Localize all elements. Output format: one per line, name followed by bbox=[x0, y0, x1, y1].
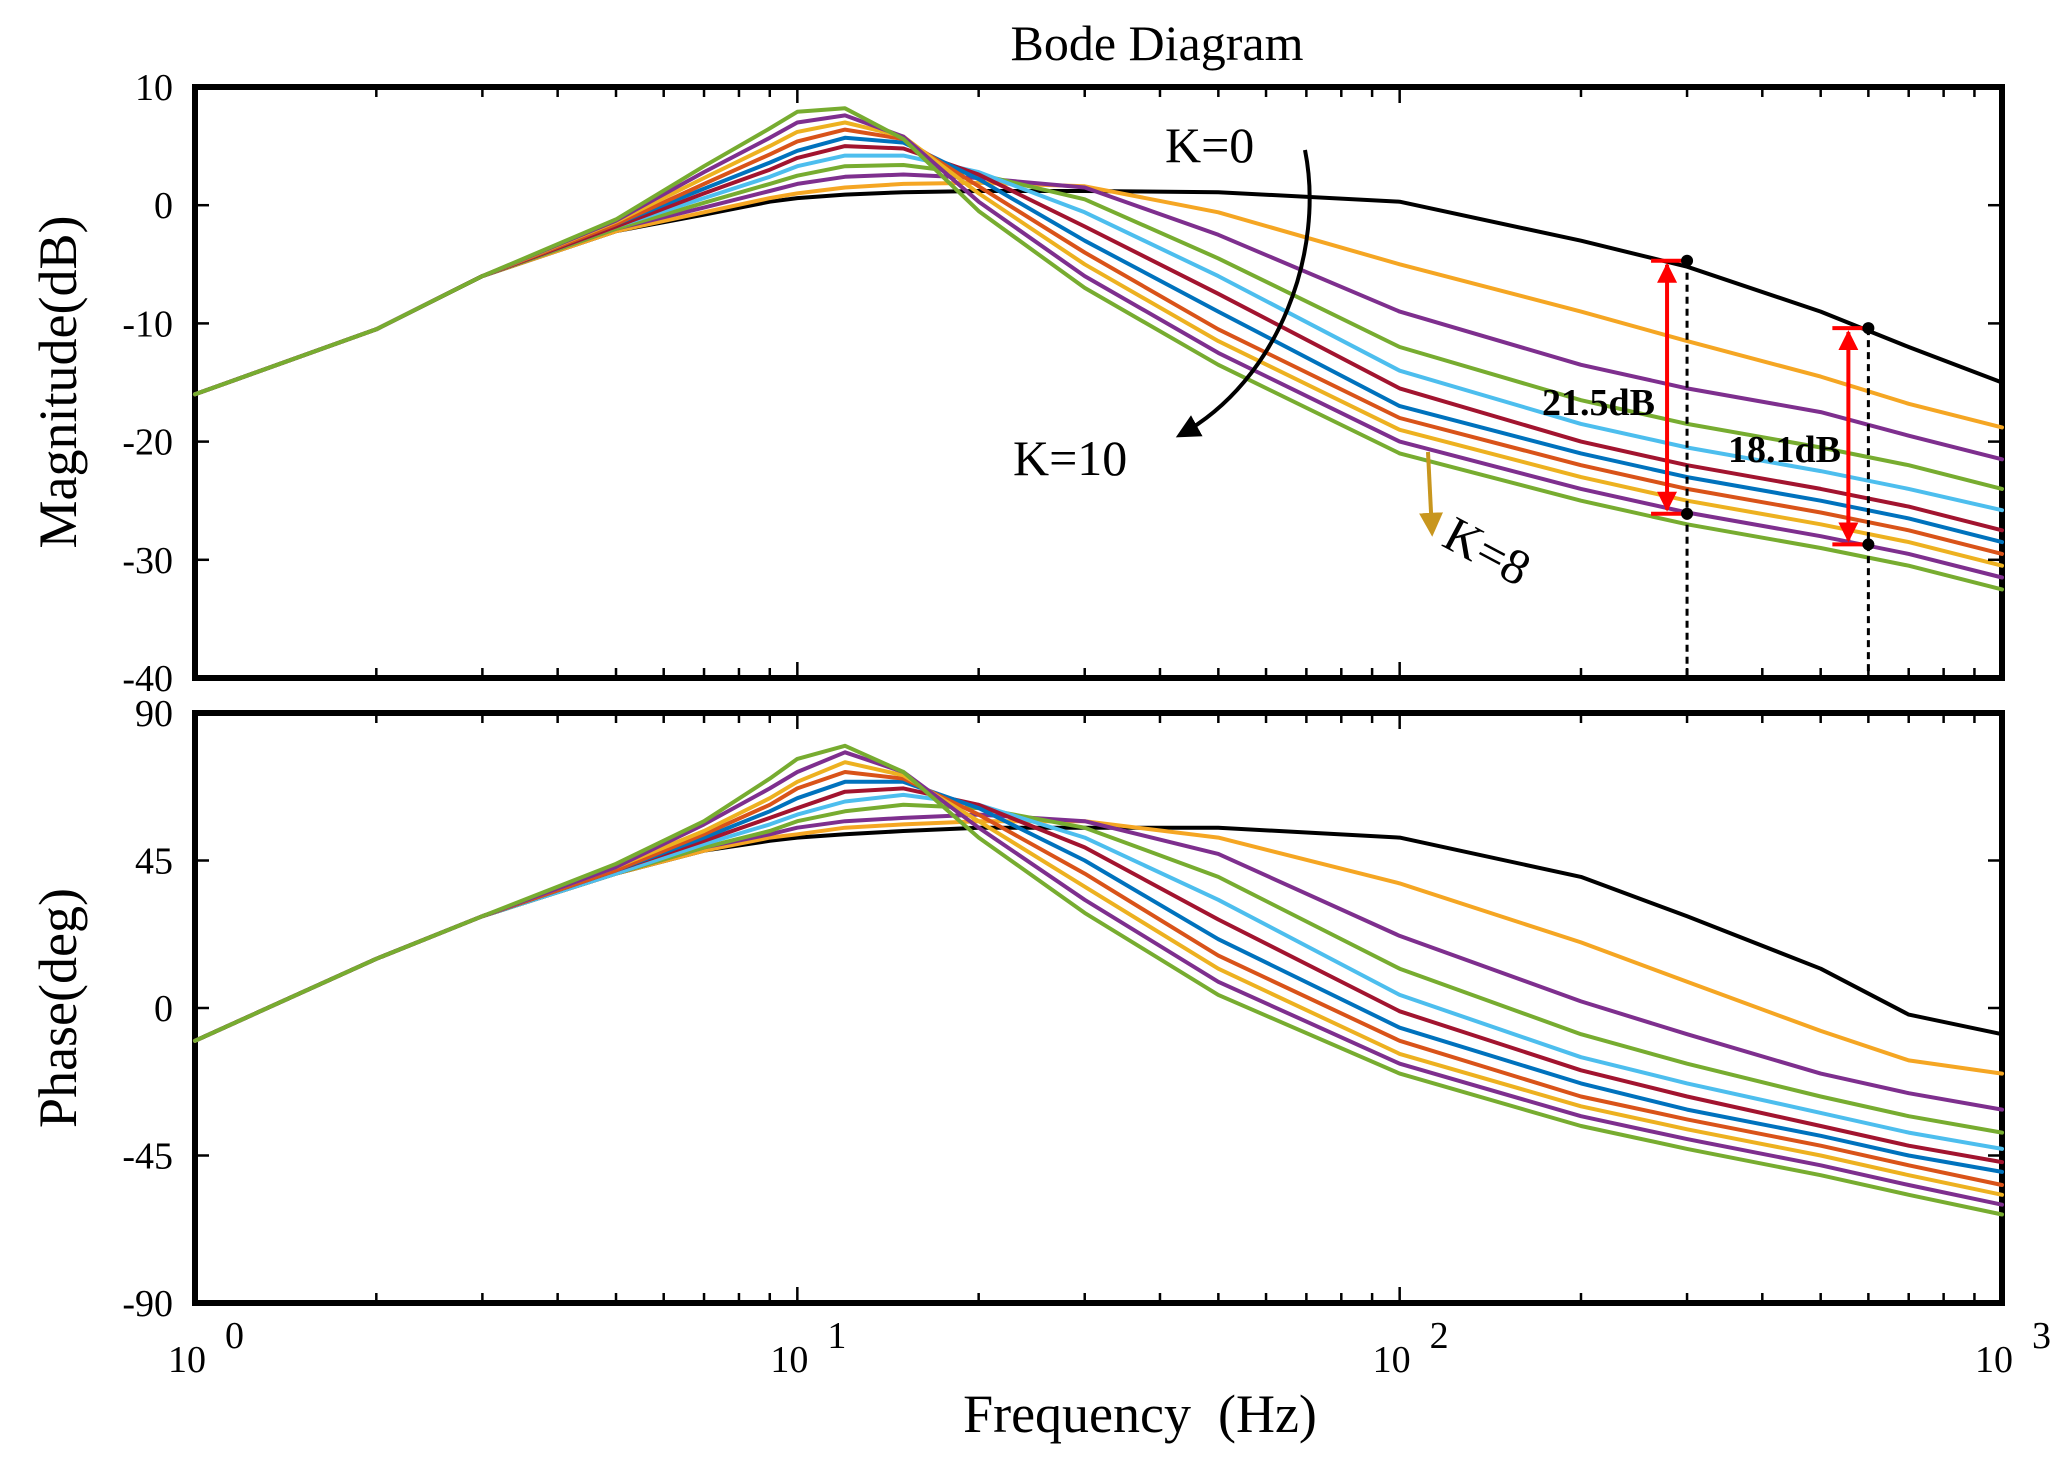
magnitude-curves bbox=[193, 106, 2004, 592]
magnitude-y-tick-label: -20 bbox=[122, 422, 173, 464]
x-axis-label: Frequency (Hz) bbox=[963, 1384, 1317, 1444]
phase-curve-k0 bbox=[193, 825, 2004, 1043]
x-tick-label: 10 bbox=[168, 1339, 206, 1381]
phase-y-tick-label: -90 bbox=[122, 1283, 173, 1325]
k8-label: K=8 bbox=[1435, 505, 1540, 596]
gap1-bottom-point bbox=[1681, 507, 1694, 520]
phase-curve-k10 bbox=[193, 743, 2004, 1217]
gap2-bottom-point bbox=[1862, 538, 1875, 551]
x-tick-labels: 10 0 10 1 10 2 10 3 bbox=[168, 1315, 2051, 1381]
magnitude-y-axis-label: Magnitude(dB) bbox=[28, 216, 88, 549]
magnitude-y-tick-labels: -40 -30 -20 -10 0 10 bbox=[122, 67, 173, 700]
phase-curve-k9 bbox=[193, 750, 2004, 1207]
magnitude-plot-frame bbox=[192, 84, 2005, 681]
magnitude-y-tick-label: -40 bbox=[122, 658, 173, 700]
phase-curve-k1 bbox=[193, 819, 2004, 1076]
phase-curve-k6 bbox=[193, 779, 2004, 1174]
gap2-top-point bbox=[1862, 322, 1875, 335]
k0-label: K=0 bbox=[1165, 117, 1254, 173]
chart-title: Bode Diagram bbox=[1011, 15, 1304, 71]
phase-curves bbox=[193, 743, 2004, 1217]
axis-ticks bbox=[195, 85, 2002, 1305]
phase-y-tick-label: -45 bbox=[122, 1136, 173, 1178]
x-tick-label-exponent: 1 bbox=[827, 1315, 846, 1357]
magnitude-y-tick-label: 10 bbox=[135, 67, 173, 109]
gap1-label: 21.5dB bbox=[1542, 382, 1655, 424]
attenuation-markers bbox=[1651, 254, 1875, 678]
magnitude-curve-k0 bbox=[193, 189, 2004, 397]
x-tick-label: 10 bbox=[1373, 1339, 1411, 1381]
magnitude-y-tick-label: -30 bbox=[122, 540, 173, 582]
phase-y-axis-label: Phase(deg) bbox=[28, 888, 88, 1128]
phase-y-tick-label: 0 bbox=[154, 988, 173, 1030]
phase-y-tick-label: 90 bbox=[135, 693, 173, 735]
magnitude-y-tick-label: -10 bbox=[122, 303, 173, 345]
x-tick-label-exponent: 3 bbox=[2032, 1315, 2051, 1357]
x-tick-label-exponent: 0 bbox=[225, 1315, 244, 1357]
gap2-label: 18.1dB bbox=[1728, 429, 1841, 471]
phase-curve-k2 bbox=[193, 812, 2004, 1112]
phase-curve-k4 bbox=[193, 792, 2004, 1151]
x-tick-label-exponent: 2 bbox=[1430, 1315, 1449, 1357]
k8-arrow bbox=[1419, 451, 1444, 537]
gap1-top-point bbox=[1681, 254, 1694, 267]
phase-plot-frame bbox=[192, 710, 2005, 1306]
x-tick-label: 10 bbox=[770, 1339, 808, 1381]
magnitude-y-tick-label: 0 bbox=[154, 185, 173, 227]
magnitude-curve-k10 bbox=[193, 106, 2004, 592]
x-tick-label: 10 bbox=[1975, 1339, 2013, 1381]
k-direction-arrow bbox=[1175, 149, 1312, 438]
phase-y-tick-labels: -90 -45 0 45 90 bbox=[122, 693, 173, 1325]
phase-y-tick-label: 45 bbox=[135, 841, 173, 883]
k10-label: K=10 bbox=[1013, 430, 1127, 486]
